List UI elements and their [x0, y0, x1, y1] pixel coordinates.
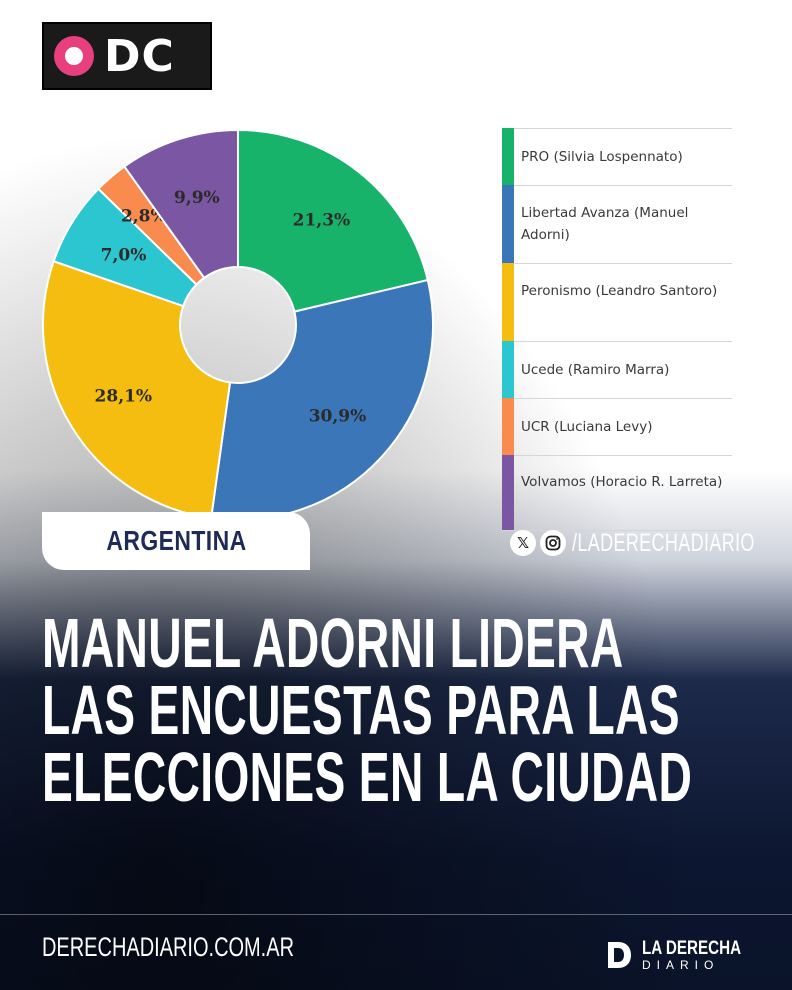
social-handles: 𝕏 /LADERECHADIARIO: [510, 528, 792, 558]
legend-item: Peronismo (Leandro Santoro): [502, 263, 732, 342]
headline: MANUEL ADORNI LIDERA LAS ENCUESTAS PARA …: [42, 604, 762, 816]
slice-value-label: 30,9%: [309, 407, 367, 427]
legend-swatch: [502, 341, 514, 398]
donut-slice: [237, 128, 429, 313]
legend-swatch: [502, 398, 514, 455]
footer-url[interactable]: DERECHADIARIO.COM.AR: [42, 932, 295, 962]
brand-subname: DIARIO: [642, 958, 720, 972]
legend-label: UCR (Luciana Levy): [521, 418, 653, 435]
legend-swatch: [502, 128, 514, 185]
footer-divider: [0, 914, 792, 915]
slice-value-label: 21,3%: [293, 211, 351, 231]
legend-item: Volvamos (Horacio R. Larreta): [502, 455, 732, 531]
legend-label: Peronismo (Leandro Santoro): [521, 283, 718, 299]
legend-top-rule: [514, 128, 732, 129]
brand-name: LA DERECHA: [642, 938, 742, 959]
chart-legend: PRO (Silvia Lospennato) Libertad Avanza (…: [502, 128, 732, 531]
dc-logo: DC: [42, 22, 212, 90]
legend-item: Ucede (Ramiro Marra): [502, 341, 732, 399]
slice-value-label: 28,1%: [95, 386, 153, 406]
logo-text: DC: [104, 30, 175, 82]
legend-item: Libertad Avanza (Manuel Adorni): [502, 185, 732, 264]
legend-label: Volvamos (Horacio R. Larreta): [521, 473, 723, 490]
slice-value-label: 9,9%: [174, 188, 220, 208]
legend-item: PRO (Silvia Lospennato): [502, 128, 732, 186]
donut-slice: [210, 278, 434, 520]
headline-line: LAS ENCUESTAS PARA LAS: [42, 671, 680, 749]
headline-line: MANUEL ADORNI LIDERA: [42, 604, 624, 682]
instagram-icon[interactable]: [540, 530, 566, 556]
legend-swatch: [502, 263, 514, 341]
legend-swatch: [502, 185, 514, 263]
brand-d-icon: [608, 942, 631, 968]
slice-value-label: 7,0%: [101, 245, 147, 265]
slice-value-label: 2,8%: [121, 206, 167, 226]
legend-label: Ucede (Ramiro Marra): [521, 361, 670, 378]
legend-label: Libertad Avanza (Manuel Adorni): [521, 205, 689, 243]
x-icon[interactable]: 𝕏: [510, 530, 536, 556]
donut-slice: [42, 259, 232, 520]
legend-label: PRO (Silvia Lospennato): [521, 148, 683, 165]
headline-line: ELECCIONES EN LA CIUDAD: [42, 738, 693, 816]
legend-swatch: [502, 455, 514, 530]
brand-logo: LA DERECHA DIARIO: [606, 938, 756, 974]
section-badge: ARGENTINA: [42, 512, 310, 570]
badge-label: ARGENTINA: [105, 525, 247, 556]
donut-chart: 21,3% 30,9% 28,1% 7,0% 2,8% 9,9%: [42, 128, 434, 520]
legend-item: UCR (Luciana Levy): [502, 398, 732, 456]
donut-slice: [122, 128, 239, 280]
social-handle[interactable]: /LADERECHADIARIO: [572, 528, 755, 557]
logo-ring-icon: [54, 36, 94, 76]
